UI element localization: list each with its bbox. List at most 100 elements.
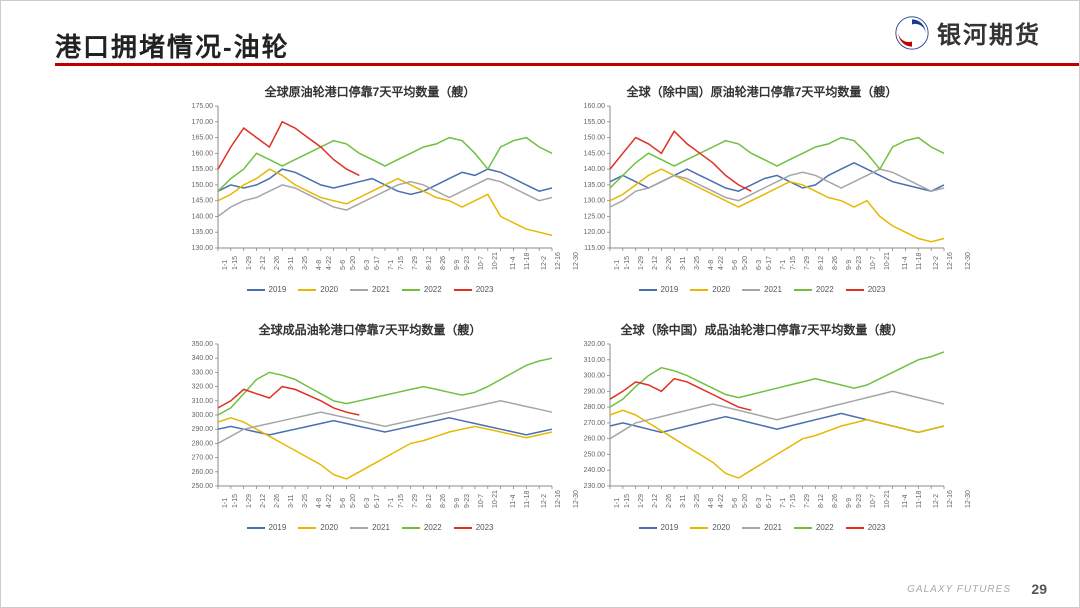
x-tick-label: 1-29 bbox=[638, 256, 645, 270]
x-tick-label: 12-30 bbox=[573, 490, 580, 508]
brand-logo: 银河期货 bbox=[895, 15, 1041, 50]
x-tick-label: 12-2 bbox=[933, 256, 940, 270]
x-tick-label: 11-18 bbox=[916, 253, 923, 270]
x-tick-label: 2-26 bbox=[274, 256, 281, 270]
x-axis-labels: 1-11-151-292-122-263-113-254-84-225-65-2… bbox=[184, 490, 556, 497]
x-tick-label: 4-22 bbox=[718, 256, 725, 270]
legend-label: 2020 bbox=[712, 523, 730, 532]
svg-text:280.00: 280.00 bbox=[192, 440, 214, 447]
x-tick-label: 11-18 bbox=[524, 491, 531, 508]
x-tick-label: 8-12 bbox=[818, 256, 825, 270]
svg-text:350.00: 350.00 bbox=[192, 341, 214, 348]
x-tick-label: 8-26 bbox=[832, 256, 839, 270]
x-tick-label: 9-9 bbox=[454, 260, 461, 270]
x-tick-label: 5-6 bbox=[340, 260, 347, 270]
x-tick-label: 5-6 bbox=[732, 498, 739, 508]
svg-text:120.00: 120.00 bbox=[584, 229, 606, 236]
x-tick-label: 3-11 bbox=[288, 495, 295, 509]
logo-swirl-icon bbox=[895, 16, 929, 50]
page-number: 29 bbox=[1031, 581, 1047, 597]
x-tick-label: 3-25 bbox=[694, 494, 701, 508]
legend-label: 2020 bbox=[320, 285, 338, 294]
legend-label: 2022 bbox=[424, 285, 442, 294]
legend-item: 2023 bbox=[846, 523, 886, 532]
x-tick-label: 11-18 bbox=[916, 491, 923, 508]
legend-swatch bbox=[247, 527, 265, 529]
svg-text:145.00: 145.00 bbox=[192, 198, 214, 205]
legend-swatch bbox=[742, 289, 760, 291]
x-tick-label: 4-22 bbox=[326, 256, 333, 270]
x-tick-label: 9-23 bbox=[464, 256, 471, 270]
legend-label: 2020 bbox=[320, 523, 338, 532]
x-tick-label: 12-2 bbox=[541, 256, 548, 270]
x-tick-label: 12-16 bbox=[555, 252, 562, 270]
svg-text:165.00: 165.00 bbox=[192, 135, 214, 142]
legend-label: 2023 bbox=[476, 285, 494, 294]
chart-panel-2: 全球（除中国）原油轮港口停靠7天平均数量（艘） 115.00120.00125.… bbox=[573, 83, 951, 315]
legend-label: 2021 bbox=[372, 285, 390, 294]
x-tick-label: 6-17 bbox=[374, 256, 381, 270]
x-tick-label: 5-20 bbox=[742, 494, 749, 508]
x-tick-label: 8-12 bbox=[426, 256, 433, 270]
x-tick-label: 5-6 bbox=[340, 498, 347, 508]
legend-item: 2022 bbox=[402, 523, 442, 532]
svg-text:300.00: 300.00 bbox=[584, 373, 606, 380]
legend-swatch bbox=[350, 289, 368, 291]
x-tick-label: 3-11 bbox=[680, 257, 687, 271]
x-tick-label: 9-9 bbox=[454, 498, 461, 508]
legend-swatch bbox=[350, 527, 368, 529]
svg-text:260.00: 260.00 bbox=[584, 436, 606, 443]
x-tick-label: 4-8 bbox=[316, 260, 323, 270]
legend-swatch bbox=[639, 527, 657, 529]
chart-panel-3: 全球成品油轮港口停靠7天平均数量（艘） 250.00260.00270.0028… bbox=[181, 321, 559, 553]
x-tick-label: 10-7 bbox=[478, 494, 485, 508]
svg-text:160.00: 160.00 bbox=[584, 103, 606, 110]
x-tick-label: 9-23 bbox=[856, 256, 863, 270]
page-title: 港口拥堵情况-油轮 bbox=[55, 27, 290, 64]
x-tick-label: 2-26 bbox=[274, 494, 281, 508]
x-tick-label: 5-20 bbox=[350, 494, 357, 508]
svg-text:290.00: 290.00 bbox=[584, 388, 606, 395]
x-tick-label: 3-25 bbox=[302, 494, 309, 508]
svg-text:150.00: 150.00 bbox=[192, 182, 214, 189]
x-tick-label: 12-30 bbox=[965, 252, 972, 270]
x-tick-label: 6-17 bbox=[766, 494, 773, 508]
x-tick-label: 10-21 bbox=[492, 490, 499, 508]
x-tick-label: 4-8 bbox=[316, 498, 323, 508]
legend-item: 2022 bbox=[794, 285, 834, 294]
legend-item: 2020 bbox=[690, 523, 730, 532]
x-tick-label: 6-17 bbox=[374, 494, 381, 508]
x-tick-label: 9-23 bbox=[464, 494, 471, 508]
x-tick-label: 7-29 bbox=[804, 256, 811, 270]
legend-swatch bbox=[298, 527, 316, 529]
legend-item: 2023 bbox=[454, 285, 494, 294]
x-tick-label: 4-22 bbox=[326, 494, 333, 508]
x-tick-label: 1-15 bbox=[624, 494, 631, 508]
svg-text:135.00: 135.00 bbox=[584, 182, 606, 189]
x-tick-label: 10-7 bbox=[870, 494, 877, 508]
x-tick-label: 3-25 bbox=[302, 256, 309, 270]
legend-swatch bbox=[690, 527, 708, 529]
svg-text:270.00: 270.00 bbox=[192, 455, 214, 462]
x-tick-label: 2-12 bbox=[260, 256, 267, 270]
x-tick-label: 6-3 bbox=[756, 260, 763, 270]
x-tick-label: 4-22 bbox=[718, 494, 725, 508]
x-tick-label: 9-9 bbox=[846, 260, 853, 270]
x-tick-label: 4-8 bbox=[708, 498, 715, 508]
svg-text:290.00: 290.00 bbox=[192, 426, 214, 433]
x-tick-label: 1-1 bbox=[222, 260, 229, 270]
legend-label: 2021 bbox=[764, 523, 782, 532]
x-tick-label: 1-1 bbox=[614, 260, 621, 270]
chart-grid: 全球原油轮港口停靠7天平均数量（艘） 130.00135.00140.00145… bbox=[181, 83, 951, 553]
x-tick-label: 2-12 bbox=[260, 494, 267, 508]
x-tick-label: 7-29 bbox=[412, 256, 419, 270]
legend-label: 2021 bbox=[764, 285, 782, 294]
x-tick-label: 12-30 bbox=[573, 252, 580, 270]
footer-brand: GALAXY FUTURES bbox=[907, 584, 1011, 595]
accent-bar bbox=[55, 63, 1079, 66]
chart-legend: 2019 2020 2021 2022 2023 bbox=[247, 523, 494, 532]
legend-label: 2019 bbox=[661, 285, 679, 294]
legend-swatch bbox=[794, 527, 812, 529]
svg-text:300.00: 300.00 bbox=[192, 412, 214, 419]
svg-text:310.00: 310.00 bbox=[584, 357, 606, 364]
